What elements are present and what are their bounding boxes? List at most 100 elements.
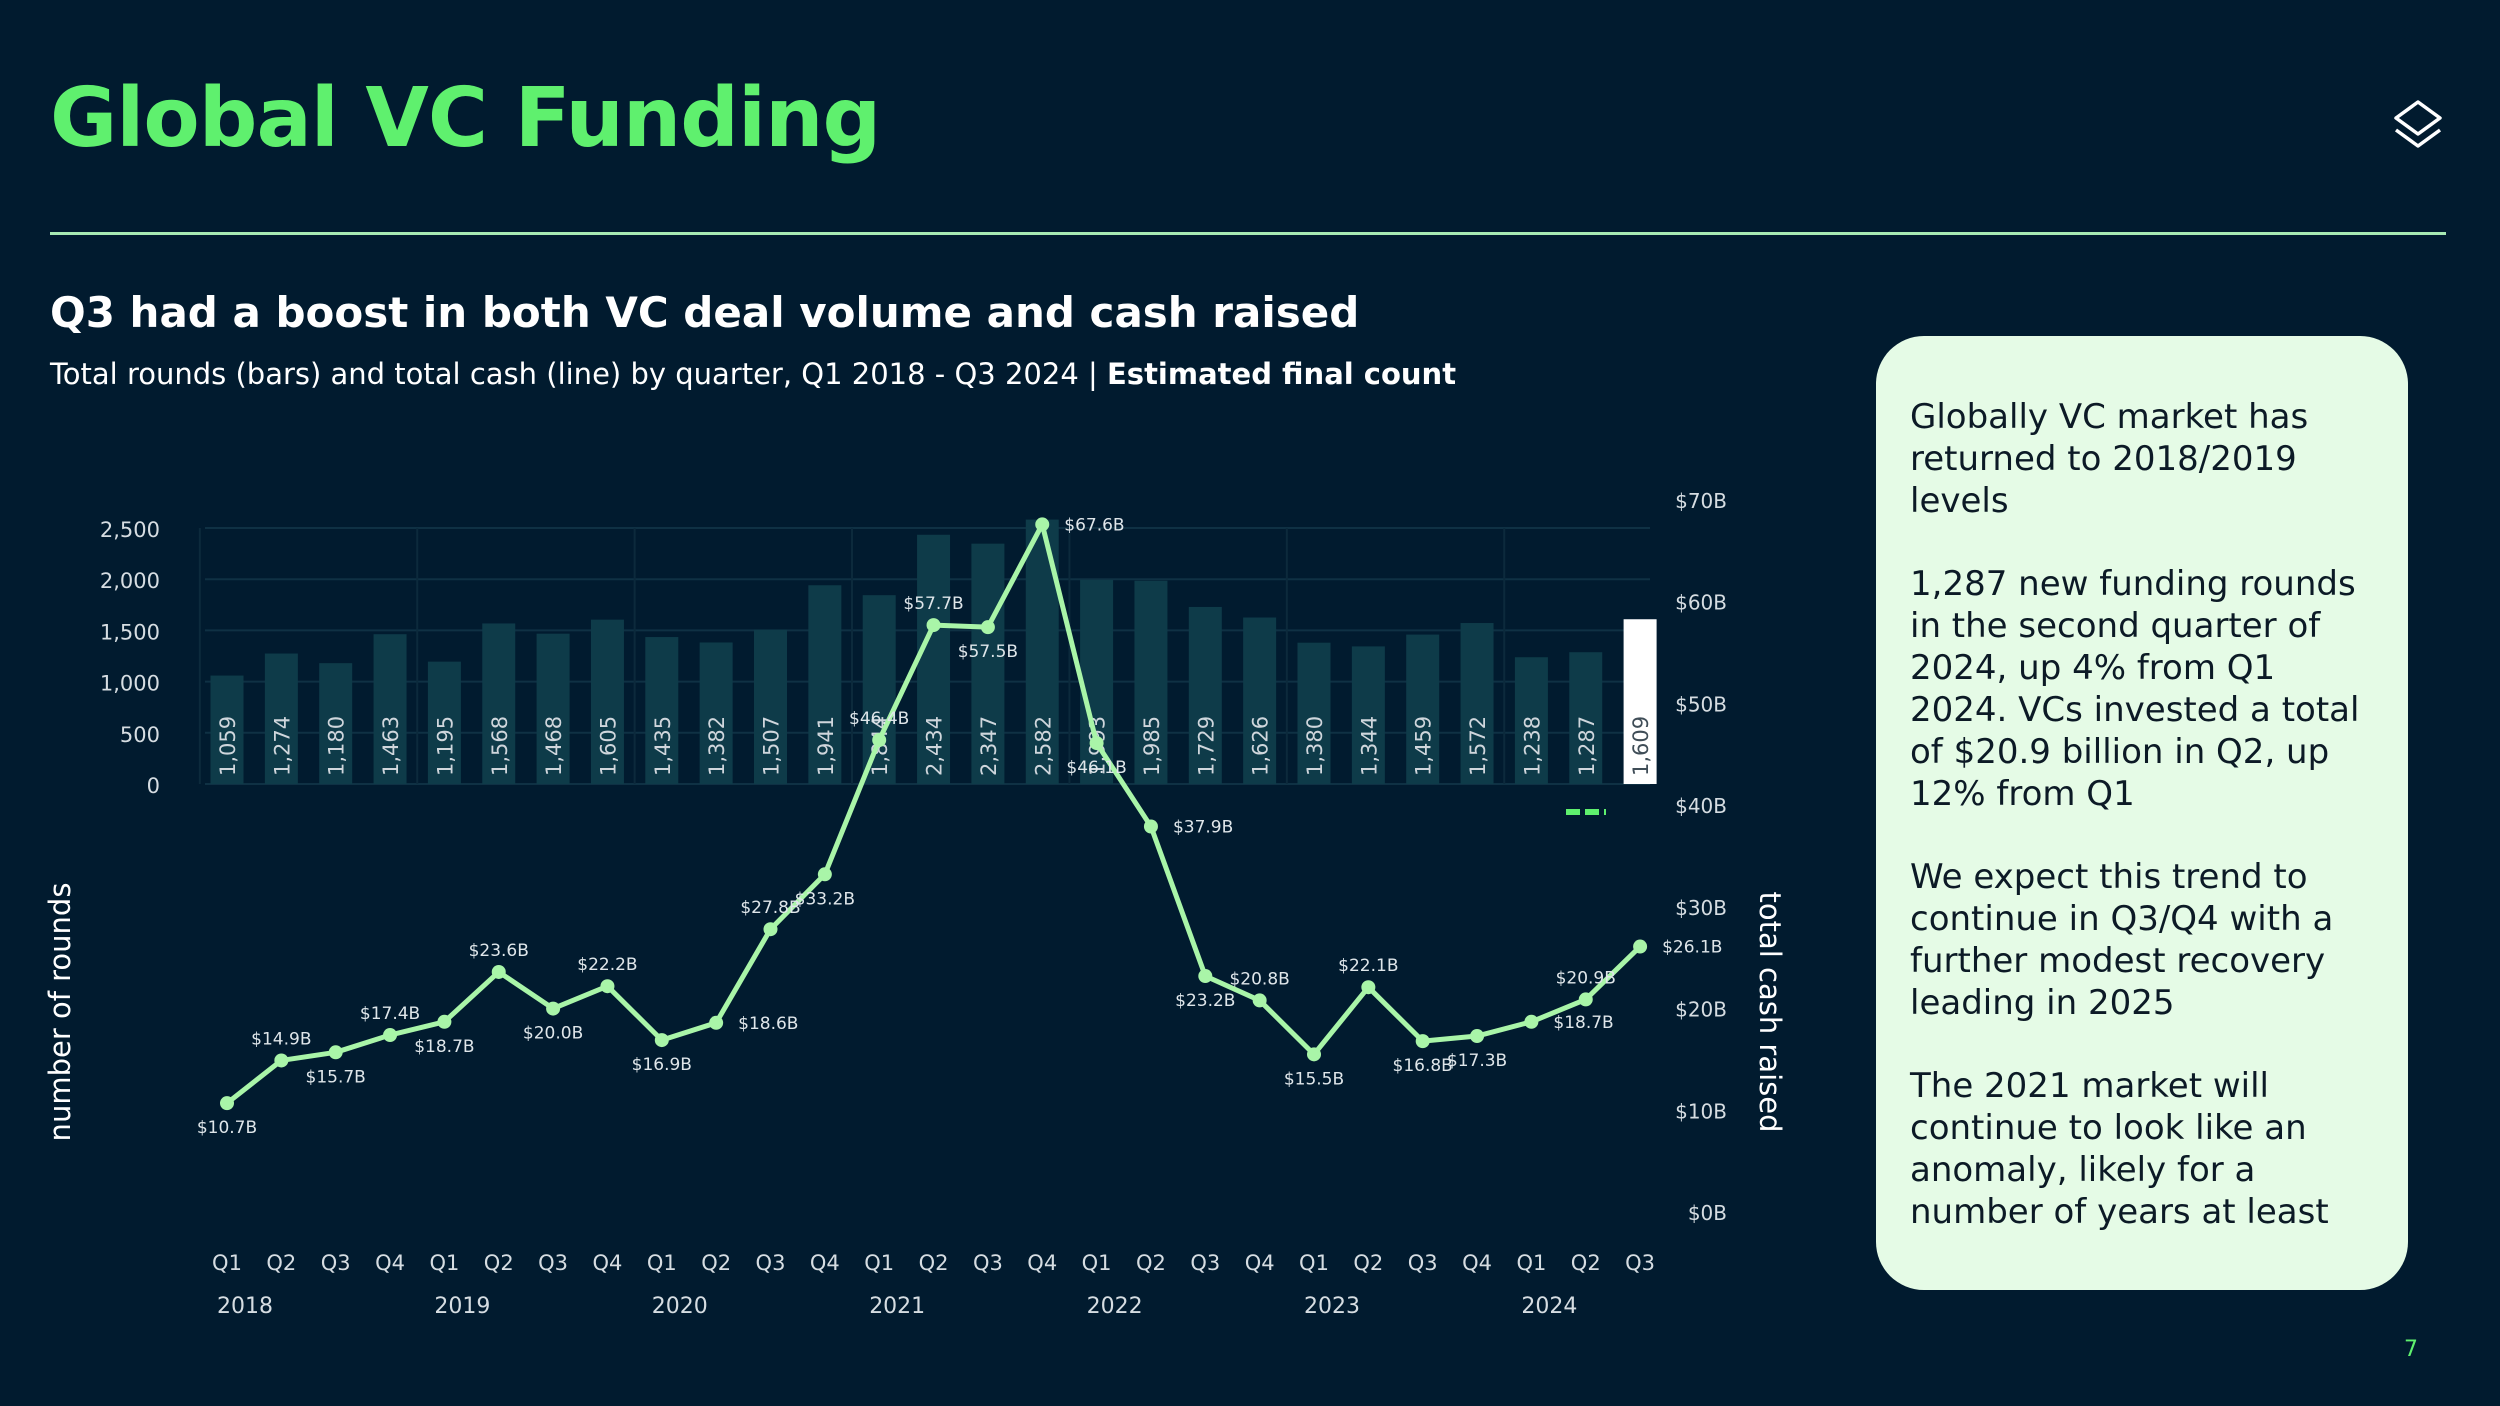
line-point [1252,993,1267,1008]
line-point [328,1045,343,1060]
line-value-label: $46.4B [849,709,909,729]
x-quarter-label: Q2 [1136,1251,1166,1275]
bar-rounds [1406,634,1440,784]
line-value-label: $15.7B [306,1067,366,1087]
line-value-label: $18.7B [1553,1013,1613,1033]
x-quarter-label: Q4 [810,1251,840,1275]
y-tick-label: 2,500 [100,518,160,542]
line-value-label: $15.5B [1284,1069,1344,1089]
line-point [1415,1034,1430,1049]
line-value-label: $18.7B [414,1037,474,1057]
line-value-label: $17.4B [360,1004,420,1024]
x-quarter-label: Q4 [375,1251,405,1275]
bar-rounds [1514,657,1548,784]
bar-value-label: 2,347 [977,716,1001,776]
x-quarter-label: Q2 [266,1251,296,1275]
line-point [1633,939,1648,954]
x-year-label: 2018 [217,1294,273,1319]
x-quarter-label: Q2 [701,1251,731,1275]
bar-rounds [645,637,679,784]
bar-value-label: 1,729 [1194,716,1218,776]
x-quarter-label: Q3 [1408,1251,1438,1275]
bar-rounds [1460,623,1494,784]
line-value-label: $22.1B [1338,956,1398,976]
x-quarter-label: Q4 [593,1251,623,1275]
bar-rounds [482,623,516,784]
subtitle-text: Total rounds (bars) and total cash (line… [50,357,1098,391]
x-quarter-label: Q1 [1299,1251,1329,1275]
x-quarter-label: Q4 [1027,1251,1057,1275]
x-quarter-label: Q1 [864,1251,894,1275]
x-quarter-label: Q2 [919,1251,949,1275]
line-value-label: $46.1B [1066,758,1126,778]
bar-rounds [427,661,461,784]
x-quarter-label: Q2 [484,1251,514,1275]
y-tick-label: 500 [120,723,160,747]
bar-value-label: 1,941 [814,716,838,776]
stacked-layers-icon [2394,100,2442,148]
x-quarter-label: Q3 [1190,1251,1220,1275]
line-value-label: $23.2B [1175,991,1235,1011]
line-value-label: $33.2B [795,889,855,909]
bar-value-label: 1,344 [1357,716,1381,776]
line-value-label: $57.7B [903,594,963,614]
bar-value-label: 1,459 [1412,716,1436,776]
y2-tick-label: $0B [1688,1201,1727,1225]
bar-rounds [917,534,951,784]
bar-value-label: 2,582 [1031,716,1055,776]
y2-tick-label: $40B [1675,794,1727,818]
line-point [1524,1014,1539,1029]
x-year-label: 2024 [1521,1294,1577,1319]
bar-rounds [590,619,624,784]
line-point [926,618,941,633]
x-year-label: 2020 [652,1294,708,1319]
subtitle-bold: Estimated final count [1107,357,1457,391]
bar-value-label: 1,380 [1303,716,1327,776]
line-point [1470,1029,1485,1044]
line-value-label: $18.6B [738,1014,798,1034]
line-value-label: $20.9B [1556,968,1616,988]
chart-headline: Q3 had a boost in both VC deal volume an… [50,288,1360,337]
chart-subtitle: Total rounds (bars) and total cash (line… [50,360,1456,389]
line-value-label: $57.5B [958,642,1018,662]
bar-rounds [1569,652,1603,784]
line-point [1089,736,1104,751]
x-quarter-label: Q3 [973,1251,1003,1275]
bar-value-label: 1,507 [760,716,784,776]
page-title: Global VC Funding [50,71,881,166]
line-point [600,979,615,994]
bar-rounds [210,675,244,784]
bar-rounds [1188,606,1222,784]
line-point [491,964,506,979]
bar-value-label: 2,434 [923,716,947,776]
y-tick-label: 1,000 [100,672,160,696]
line-value-label: $16.9B [632,1055,692,1075]
bar-value-label: 1,463 [379,716,403,776]
line-point [1035,517,1050,532]
bar-value-label: 1,626 [1249,716,1273,776]
bar-value-label: 1,435 [651,716,675,776]
line-value-label: $14.9B [251,1029,311,1049]
line-value-label: $22.2B [577,955,637,975]
insight-panel: Globally VC market has returned to 2018/… [1876,336,2408,1290]
x-year-label: 2023 [1304,1294,1360,1319]
bar-value-label: 1,382 [705,716,729,776]
line-value-label: $20.0B [523,1024,583,1044]
title-divider [50,232,2446,235]
bar-rounds [264,653,298,784]
y2-tick-label: $30B [1675,896,1727,920]
bar-rounds [808,585,842,784]
line-point [1307,1047,1321,1062]
x-quarter-label: Q3 [538,1251,568,1275]
line-point [654,1033,669,1048]
line-value-label: $26.1B [1662,938,1722,958]
insight-paragraph-2: 1,287 new funding rounds in the second q… [1910,564,2360,814]
y-tick-label: 1,500 [100,620,160,644]
line-point [763,922,778,937]
line-point [1578,992,1593,1007]
bar-value-label: 1,605 [596,716,620,776]
line-value-label: $17.3B [1447,1051,1507,1071]
x-year-label: 2021 [869,1294,925,1319]
line-value-label: $67.6B [1064,515,1124,535]
line-value-label: $10.7B [197,1118,257,1138]
